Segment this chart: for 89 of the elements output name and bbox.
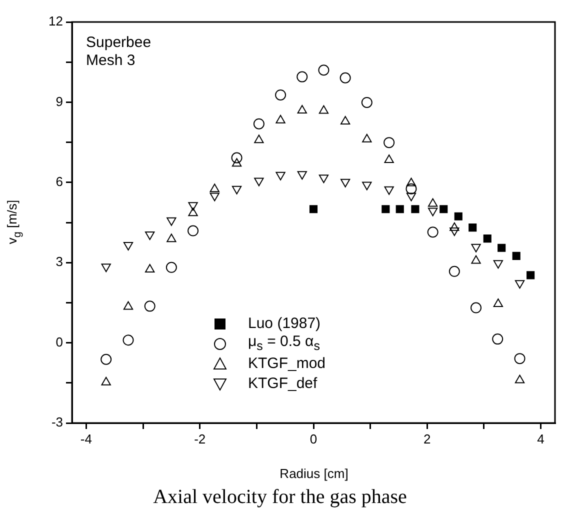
legend-label: KTGF_mod	[248, 354, 326, 374]
point	[428, 208, 438, 216]
point	[101, 264, 111, 272]
point	[468, 224, 477, 232]
point	[123, 242, 134, 250]
point	[471, 255, 481, 264]
point	[406, 192, 416, 202]
point	[493, 260, 504, 269]
point	[122, 334, 134, 346]
point	[309, 205, 318, 214]
point	[318, 64, 330, 76]
point	[100, 354, 112, 365]
point	[471, 244, 481, 252]
point	[493, 298, 504, 308]
point	[440, 205, 448, 214]
point	[254, 134, 264, 144]
point	[297, 171, 307, 180]
x-tick-label: 0	[310, 431, 318, 446]
point	[470, 302, 482, 314]
x-axis-title: Radius [cm]	[280, 466, 348, 481]
point	[254, 178, 264, 186]
point	[166, 217, 176, 226]
point	[232, 186, 242, 194]
point	[145, 232, 155, 240]
point	[296, 71, 308, 82]
point	[318, 105, 329, 114]
point	[210, 192, 220, 202]
point	[166, 262, 177, 273]
x-tick-label: 4	[537, 431, 544, 446]
point	[396, 205, 404, 214]
x-tick-label: -4	[80, 431, 92, 446]
point	[210, 184, 220, 192]
point	[384, 154, 394, 163]
point	[450, 228, 460, 236]
point	[276, 114, 286, 124]
legend-label: Luo (1987)	[248, 314, 321, 334]
point	[514, 374, 525, 384]
point	[427, 226, 438, 238]
point	[166, 234, 176, 242]
legend-label: KTGF_def	[248, 374, 318, 394]
point	[483, 234, 492, 243]
point	[450, 222, 460, 231]
point	[340, 72, 351, 84]
point	[382, 205, 390, 214]
point	[361, 96, 372, 108]
point	[123, 301, 134, 310]
annotation: Superbee	[86, 34, 152, 52]
point	[406, 183, 417, 194]
y-tick-label: 0	[56, 334, 63, 350]
x-tick-label: -2	[194, 431, 206, 446]
point	[454, 212, 462, 220]
point	[145, 264, 155, 273]
y-tick-label: 6	[56, 174, 63, 189]
point	[297, 104, 307, 114]
y-tick-label: 9	[56, 94, 63, 109]
point	[188, 225, 199, 236]
y-tick-label: 12	[48, 14, 63, 29]
point	[384, 137, 395, 148]
point	[384, 186, 394, 195]
point	[275, 89, 286, 100]
annotation: Mesh 3	[86, 52, 136, 70]
point	[498, 244, 506, 252]
y-tick-label: 3	[56, 254, 63, 270]
point	[406, 178, 416, 186]
point	[144, 300, 156, 312]
y-tick-label: -3	[51, 414, 63, 430]
point	[253, 118, 264, 130]
text: Axial velocity for the gas phase	[153, 486, 407, 509]
point	[231, 152, 242, 164]
point	[362, 182, 372, 190]
point	[318, 174, 329, 184]
point	[340, 116, 350, 124]
point	[514, 280, 525, 289]
point	[188, 208, 198, 216]
point	[188, 202, 198, 211]
point	[101, 376, 111, 386]
point	[362, 134, 372, 142]
legend-label: μ$_{s}$ = 0.5 α$_{s}$	[248, 332, 320, 355]
x-tick-label: 2	[424, 431, 431, 446]
point	[411, 205, 420, 214]
point	[492, 334, 504, 345]
point	[340, 178, 350, 188]
point	[512, 252, 520, 260]
point	[448, 266, 460, 277]
point	[526, 271, 535, 280]
point	[276, 172, 286, 180]
point	[232, 158, 242, 167]
point	[428, 198, 438, 207]
point	[514, 353, 526, 364]
